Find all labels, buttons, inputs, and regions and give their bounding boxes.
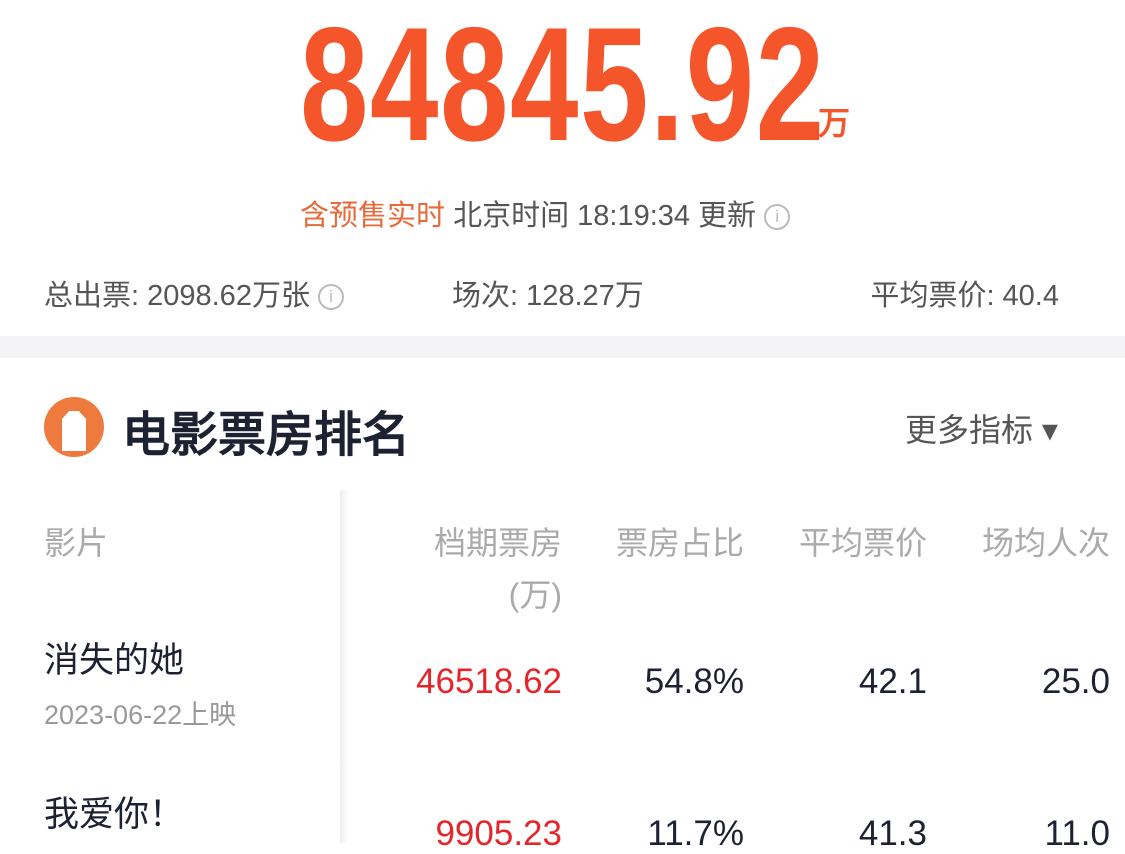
box-office-value: 46518.62 bbox=[416, 662, 562, 701]
header-avg-price[interactable]: 平均票价 bbox=[798, 525, 927, 561]
presale-label: 含预售实时 bbox=[300, 200, 446, 232]
header-per-show[interactable]: 场均人次 bbox=[981, 525, 1110, 561]
header-share[interactable]: 票房占比 bbox=[615, 525, 744, 561]
film-name[interactable]: 消失的她 bbox=[44, 641, 185, 680]
header-film: 影片 bbox=[44, 525, 109, 561]
share-value: 11.7% bbox=[647, 814, 744, 853]
shows-count: 场次: 128.27万 bbox=[452, 280, 644, 312]
share-value: 54.8% bbox=[644, 662, 744, 701]
header-box-office[interactable]: 档期票房 bbox=[433, 525, 562, 561]
film-release-date: 2023-06-22上映 bbox=[44, 700, 237, 730]
total-box-office: 84845.92 bbox=[300, 0, 826, 175]
per-show-value: 11.0 bbox=[1044, 814, 1110, 853]
info-icon[interactable]: i bbox=[764, 204, 791, 231]
avg-price-value: 41.3 bbox=[858, 814, 927, 853]
total-unit: 万 bbox=[818, 105, 851, 141]
per-show-value: 25.0 bbox=[1041, 662, 1110, 701]
header-box-unit: (万) bbox=[508, 577, 562, 613]
column-divider bbox=[340, 490, 348, 843]
lighthouse-logo-icon bbox=[44, 397, 104, 457]
film-name[interactable]: 我爱你！ bbox=[44, 795, 185, 834]
total-tickets: 总出票: 2098.62万张 i bbox=[44, 272, 344, 314]
section-title: 电影票房排名 bbox=[122, 409, 411, 462]
avg-price-value: 42.1 bbox=[858, 662, 927, 701]
info-icon[interactable]: i bbox=[317, 284, 344, 311]
average-price: 平均票价: 40.4 bbox=[870, 280, 1059, 312]
update-time: 北京时间 18:19:34 更新 bbox=[453, 200, 757, 232]
update-line: 含预售实时 北京时间 18:19:34 更新 i bbox=[300, 192, 791, 234]
more-metrics-dropdown[interactable]: 更多指标 ▾ bbox=[905, 412, 1058, 448]
section-divider bbox=[0, 336, 1125, 358]
total-tickets-text: 总出票: 2098.62万张 bbox=[44, 280, 310, 312]
box-office-value: 9905.23 bbox=[435, 814, 562, 853]
